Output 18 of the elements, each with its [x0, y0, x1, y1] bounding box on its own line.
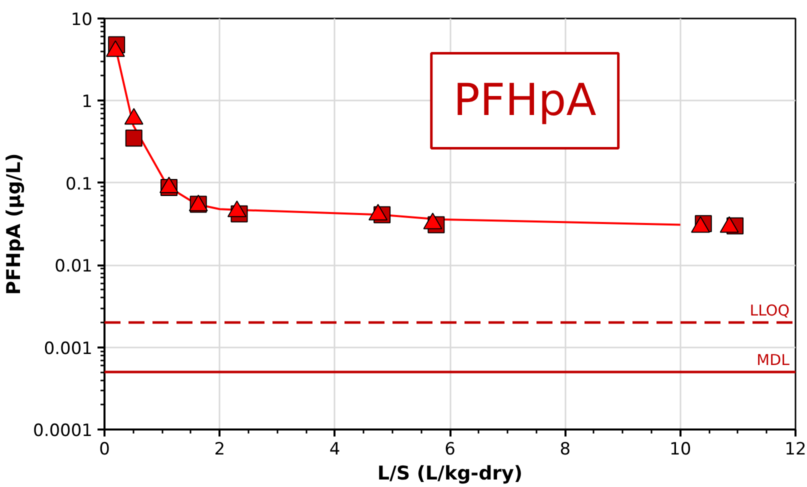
- text: PFHpA: [453, 75, 596, 126]
- ref-line-label: MDL: [756, 351, 790, 370]
- x-tick-label: 0: [99, 440, 110, 460]
- y-tick-label: 10: [70, 10, 93, 30]
- y-tick-label: 0.01: [54, 256, 93, 277]
- x-tick-label: 12: [784, 440, 806, 460]
- x-tick-label: 6: [444, 440, 456, 460]
- ref-line-label: LLOQ: [750, 302, 790, 320]
- x-tick-label: 8: [560, 440, 571, 460]
- x-tick-label: 2: [214, 440, 226, 460]
- y-tick-label: 1: [82, 92, 93, 112]
- y-tick-label: 0.1: [65, 174, 93, 194]
- x-axis-title: L/S (L/kg-dry): [377, 462, 523, 484]
- y-tick-label: 0.0001: [33, 421, 92, 441]
- x-tick-label: 10: [670, 440, 692, 460]
- y-tick-label: 0.001: [44, 338, 93, 359]
- x-tick-label: 4: [329, 440, 340, 460]
- y-axis-title: PFHpA (µg/L): [3, 153, 26, 295]
